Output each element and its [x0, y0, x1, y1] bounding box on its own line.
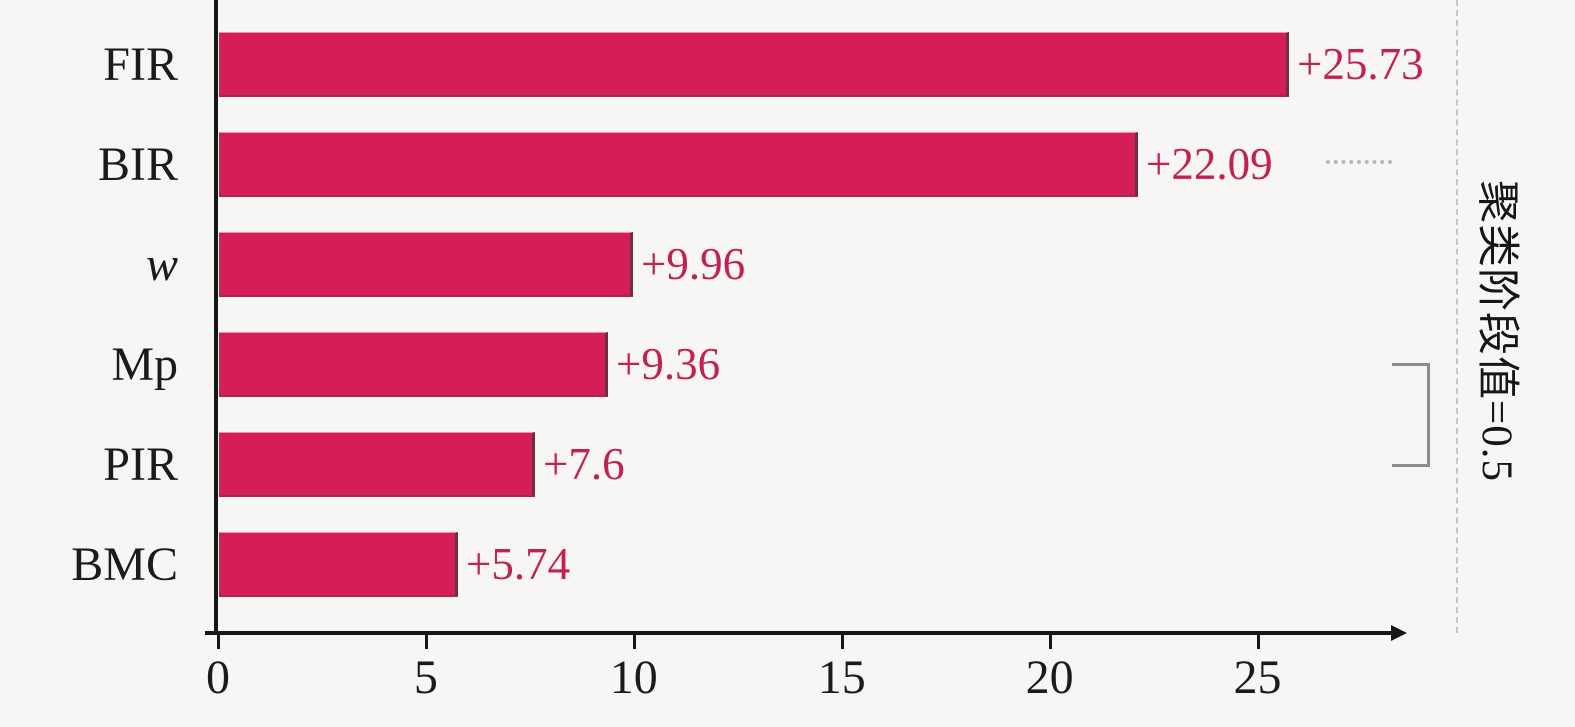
x-tick-label-10: 10 [609, 651, 658, 704]
x-tick-mark-5 [424, 635, 428, 649]
dotted-leader-line [1326, 160, 1392, 164]
bar-bmc [219, 532, 458, 597]
category-label-fir: FIR [103, 38, 178, 91]
x-tick-label-15: 15 [817, 651, 866, 704]
value-label-fir: +25.73 [1297, 39, 1424, 89]
x-tick-mark-20 [1048, 635, 1052, 649]
x-tick-label-20: 20 [1025, 651, 1074, 704]
x-tick-label-5: 5 [413, 651, 438, 704]
x-tick-mark-25 [1256, 635, 1260, 649]
bar-bir [219, 132, 1138, 197]
bar-pir [219, 432, 535, 497]
y-axis-line [214, 0, 218, 635]
value-label-w: +9.96 [641, 239, 746, 289]
x-axis-arrow-icon [1391, 625, 1407, 641]
value-label-pir: +7.6 [543, 439, 625, 489]
bar-fir [219, 32, 1289, 97]
category-label-w: w [145, 238, 178, 291]
x-tick-mark-15 [840, 635, 844, 649]
cluster-bracket [1392, 363, 1430, 467]
category-label-bir: BIR [97, 138, 178, 191]
value-label-bir: +22.09 [1146, 139, 1273, 189]
bar-mp [219, 332, 608, 397]
x-axis-line [205, 631, 1395, 635]
bar-w [219, 232, 633, 297]
value-label-bmc: +5.74 [466, 539, 571, 589]
category-label-pir: PIR [103, 438, 178, 491]
right-annotation-label: 聚类阶段值=0.5 [1473, 179, 1520, 482]
x-tick-mark-0 [217, 635, 220, 649]
x-tick-label-0: 0 [206, 651, 230, 704]
x-tick-mark-10 [632, 635, 636, 649]
dashed-vertical-line [1456, 0, 1458, 633]
value-label-mp: +9.36 [616, 339, 721, 389]
category-label-mp: Mp [111, 338, 178, 391]
category-label-bmc: BMC [71, 538, 178, 591]
x-tick-label-25: 25 [1233, 651, 1282, 704]
